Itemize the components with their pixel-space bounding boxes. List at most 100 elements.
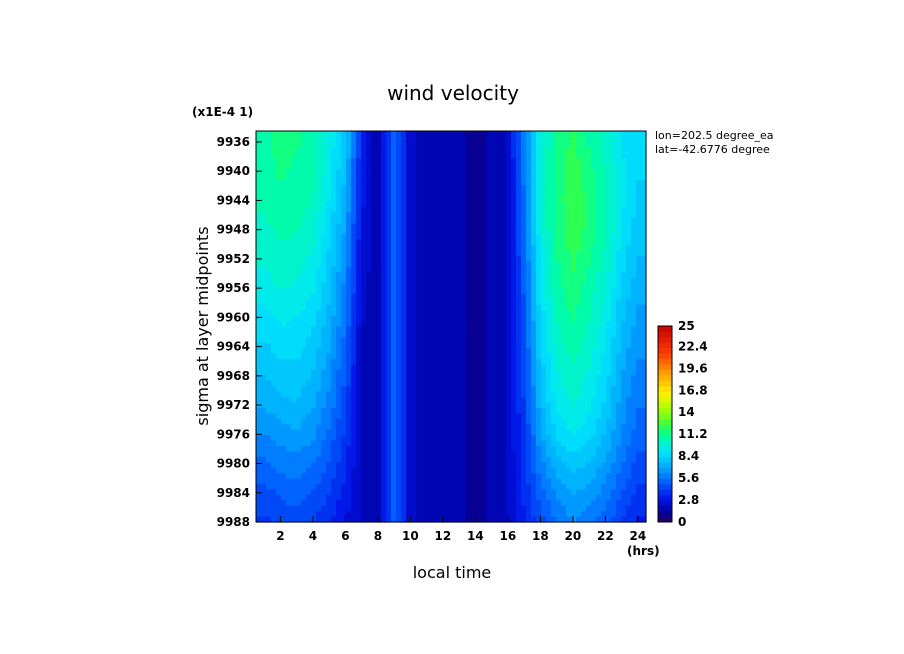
heatmap-cell: [396, 277, 402, 284]
heatmap-cell: [336, 353, 342, 360]
heatmap-cell: [456, 228, 462, 235]
heatmap-cell: [326, 462, 332, 469]
heatmap-cell: [441, 375, 447, 382]
heatmap-cell: [331, 364, 337, 371]
heatmap-cell: [416, 217, 422, 224]
heatmap-cell: [396, 207, 402, 214]
heatmap-cell: [466, 299, 472, 306]
heatmap-cell: [561, 245, 567, 252]
heatmap-cell: [446, 348, 452, 355]
heatmap-cell: [306, 207, 312, 214]
heatmap-cell: [566, 283, 572, 290]
heatmap-cell: [536, 239, 542, 246]
heatmap-cell: [501, 386, 507, 393]
heatmap-cell: [406, 435, 412, 442]
heatmap-cell: [571, 207, 577, 214]
heatmap-cell: [336, 288, 342, 295]
heatmap-cell: [376, 207, 382, 214]
heatmap-cell: [301, 196, 307, 203]
heatmap-cell: [631, 451, 637, 458]
heatmap-cell: [466, 179, 472, 186]
heatmap-cell: [296, 293, 302, 300]
heatmap-cell: [406, 326, 412, 333]
heatmap-cell: [486, 310, 492, 317]
heatmap-cell: [371, 255, 377, 262]
heatmap-cell: [521, 429, 527, 436]
heatmap-cell: [561, 174, 567, 181]
heatmap-cell: [516, 245, 522, 252]
heatmap-cell: [546, 272, 552, 279]
heatmap-cell: [306, 255, 312, 262]
heatmap-cell: [386, 451, 392, 458]
heatmap-cell: [471, 207, 477, 214]
heatmap-cell: [366, 288, 372, 295]
heatmap-cell: [611, 207, 617, 214]
heatmap-cell: [561, 315, 567, 322]
heatmap-cell: [631, 272, 637, 279]
heatmap-cell: [631, 467, 637, 474]
heatmap-cell: [406, 369, 412, 376]
heatmap-cell: [366, 473, 372, 480]
heatmap-cell: [336, 277, 342, 284]
heatmap-cell: [466, 152, 472, 159]
heatmap-cell: [501, 440, 507, 447]
heatmap-cell: [471, 369, 477, 376]
heatmap-cell: [346, 179, 352, 186]
heatmap-cell: [431, 174, 437, 181]
heatmap-cell: [286, 375, 292, 382]
heatmap-cell: [256, 136, 262, 143]
heatmap-cell: [411, 402, 417, 409]
heatmap-cell: [266, 348, 272, 355]
heatmap-cell: [566, 375, 572, 382]
heatmap-cell: [521, 169, 527, 176]
heatmap-cell: [321, 380, 327, 387]
heatmap-cell: [396, 304, 402, 311]
heatmap-cell: [331, 429, 337, 436]
heatmap-cell: [291, 456, 297, 463]
heatmap-cell: [501, 158, 507, 165]
heatmap-cell: [301, 169, 307, 176]
heatmap-cell: [626, 375, 632, 382]
heatmap-cell: [476, 283, 482, 290]
heatmap-cell: [491, 158, 497, 165]
heatmap-cell: [321, 196, 327, 203]
heatmap-cell: [281, 315, 287, 322]
heatmap-cell: [441, 462, 447, 469]
heatmap-cell: [601, 310, 607, 317]
heatmap-cell: [641, 462, 647, 469]
heatmap-cell: [626, 255, 632, 262]
heatmap-cell: [366, 375, 372, 382]
heatmap-cell: [416, 364, 422, 371]
heatmap-cell: [556, 136, 562, 143]
heatmap-cell: [296, 266, 302, 273]
heatmap-cell: [301, 342, 307, 349]
heatmap-cell: [331, 174, 337, 181]
heatmap-cell: [351, 174, 357, 181]
heatmap-cell: [391, 190, 397, 197]
heatmap-cell: [356, 473, 362, 480]
heatmap-cell: [561, 147, 567, 154]
heatmap-cell: [261, 304, 267, 311]
heatmap-cell: [401, 255, 407, 262]
heatmap-cell: [276, 375, 282, 382]
heatmap-cell: [256, 310, 262, 317]
heatmap-cell: [441, 429, 447, 436]
heatmap-cell: [351, 201, 357, 208]
heatmap-cell: [351, 310, 357, 317]
heatmap-cell: [571, 147, 577, 154]
heatmap-cell: [526, 169, 532, 176]
heatmap-cell: [431, 288, 437, 295]
heatmap-cell: [486, 250, 492, 257]
heatmap-cell: [491, 375, 497, 382]
heatmap-cell: [396, 185, 402, 192]
heatmap-cell: [371, 228, 377, 235]
heatmap-cell: [311, 266, 317, 273]
heatmap-cell: [621, 266, 627, 273]
heatmap-cell: [266, 445, 272, 452]
heatmap-cell: [351, 141, 357, 148]
heatmap-cell: [321, 131, 327, 138]
heatmap-cell: [386, 223, 392, 230]
x-axis-label: local time: [413, 563, 492, 582]
heatmap-cell: [516, 223, 522, 230]
heatmap-cell: [321, 467, 327, 474]
